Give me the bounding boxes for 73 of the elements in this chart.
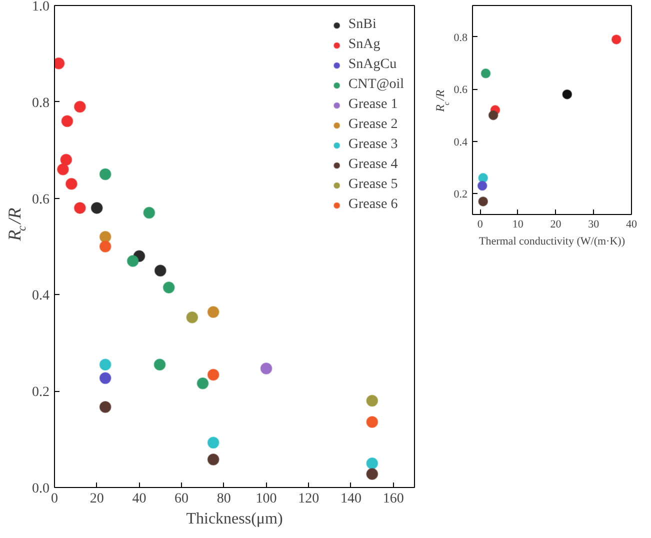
y-tick-label: 0.8 [454,32,468,44]
y-tick-label: 0.4 [32,288,50,304]
y-axis-title: Rc/R [433,89,452,113]
legend-label: Grease 4 [348,156,398,174]
x-tick-label: 20 [550,218,562,230]
point [207,306,220,318]
x-tick-label: 60 [174,492,189,506]
point [196,377,209,390]
y-tick-label: 0.6 [32,192,50,208]
y-tick-label: 0.2 [32,385,50,400]
x-tick-label: 140 [340,492,362,506]
legend-label: SnBi [348,16,376,34]
point [207,454,220,466]
x-tick-label: 0 [477,218,484,230]
legend-label: SnAgCu [348,56,397,74]
legend-label: Grease 6 [348,196,398,214]
y-tick-label: 0.0 [32,482,50,496]
x-tick-label: 20 [90,492,104,506]
point [480,68,491,78]
y-tick-label: 0.6 [454,84,468,96]
point [99,358,112,371]
point [90,202,103,214]
point [366,457,378,470]
point [65,178,78,190]
point [126,254,139,267]
legend-label: CNT@oil [348,76,404,94]
x-tick-label: 10 [512,218,524,230]
point [99,230,112,243]
y-tick-label: 1.0 [32,0,50,14]
point [99,401,112,413]
x-tick-label: 80 [216,492,231,506]
x-tick-label: 100 [256,492,277,506]
legend-label: Grease 2 [348,116,398,134]
x-tick-label: 160 [382,492,404,506]
legend-label: Grease 1 [348,96,398,114]
point [207,436,220,449]
x-tick-label: 40 [626,218,638,230]
point [61,115,74,128]
point [260,362,272,374]
point [74,100,86,113]
point [56,163,69,176]
x-axis-title: Thermal conductivity (W/(m·K)) [479,236,626,248]
y-tick-label: 0.2 [454,188,468,201]
x-tick-label: 40 [132,492,146,506]
x-axis-title: Thickness(μm) [186,510,283,528]
point [366,468,378,480]
y-tick-label: 0.4 [454,136,468,148]
y-tick-label: 0.8 [32,96,50,111]
y-axis-title: Rc/R [4,208,28,242]
point [154,264,166,277]
point [562,89,572,100]
x-tick-label: 0 [51,492,58,506]
point [207,368,220,381]
point [99,168,112,180]
point [99,240,112,252]
point [366,416,378,428]
point [186,311,198,324]
legend-label: Grease 5 [348,176,398,194]
point [611,34,622,44]
point [488,110,498,120]
legend-label: Grease 3 [348,136,398,154]
point [74,202,86,214]
point [154,358,166,371]
point [143,206,156,219]
point [99,372,112,384]
x-tick-label: 30 [588,218,600,230]
point [477,180,488,191]
point [162,281,175,294]
legend-label: SnAg [348,36,380,54]
x-tick-label: 120 [298,492,320,506]
point [60,154,72,166]
point [366,394,378,407]
point [478,196,488,206]
